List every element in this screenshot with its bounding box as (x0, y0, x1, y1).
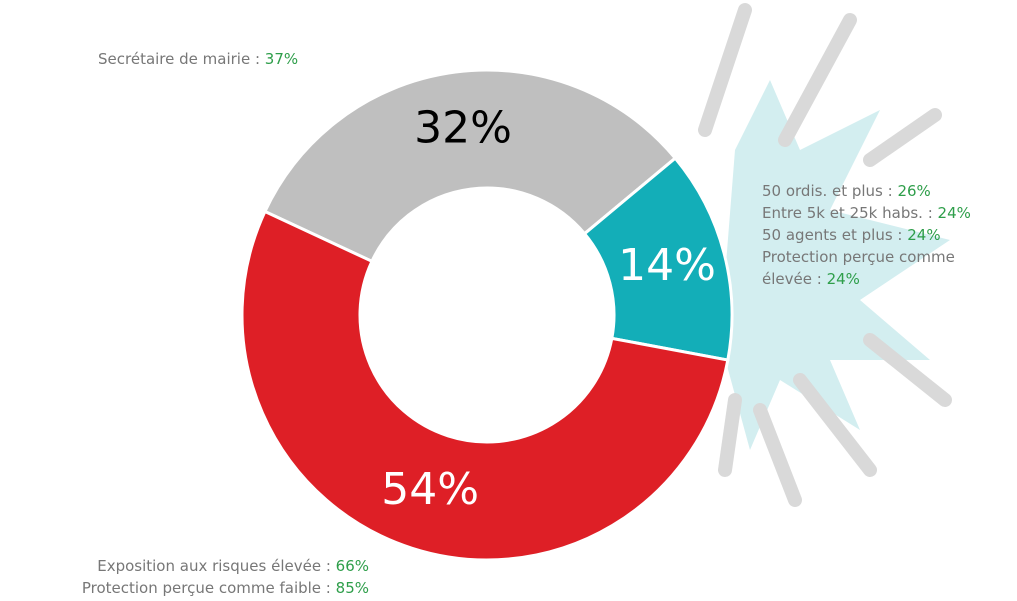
annotation-value: 24% (907, 226, 941, 244)
annotation-line: 50 agents et plus : 24% (762, 224, 992, 246)
annotation-line: Secrétaire de mairie : 37% (98, 48, 298, 70)
segment-label: 54% (381, 464, 479, 515)
segment (262, 68, 678, 264)
annotation-value: 85% (335, 579, 369, 597)
annotation-value: 24% (937, 204, 971, 222)
annotation-label: 50 ordis. et plus : (762, 182, 893, 200)
annotation: 50 ordis. et plus : 26% Entre 5k et 25k h… (762, 180, 992, 290)
annotation: Exposition aux risques élevée : 66% Prote… (82, 555, 369, 599)
annotation-value: 24% (826, 270, 860, 288)
annotation-label: Secrétaire de mairie : (98, 50, 261, 68)
annotation-line: Exposition aux risques élevée : 66% (82, 555, 369, 577)
annotation-value: 26% (897, 182, 931, 200)
annotation-line: 50 ordis. et plus : 26% (762, 180, 992, 202)
segment-label: 14% (618, 240, 716, 291)
annotation-label: Exposition aux risques élevée : (97, 557, 331, 575)
annotation-label: Protection perçue comme faible : (81, 579, 331, 597)
annotation-label: Entre 5k et 25k habs. : (762, 204, 933, 222)
annotation-line: Protection perçue comme faible : 85% (82, 577, 369, 599)
annotation-line: Protection perçue comme élevée : 24% (762, 246, 992, 290)
annotation-label: 50 agents et plus : (762, 226, 903, 244)
annotation-label: Protection perçue comme élevée : (762, 248, 955, 288)
annotation-value: 37% (264, 50, 299, 68)
segment (240, 209, 730, 562)
annotation: Secrétaire de mairie : 37% (98, 48, 298, 70)
decoration (698, 3, 952, 507)
annotation-value: 66% (335, 557, 369, 575)
segment (582, 156, 734, 362)
segment-label: 32% (414, 103, 512, 154)
annotation-line: Entre 5k et 25k habs. : 24% (762, 202, 992, 224)
